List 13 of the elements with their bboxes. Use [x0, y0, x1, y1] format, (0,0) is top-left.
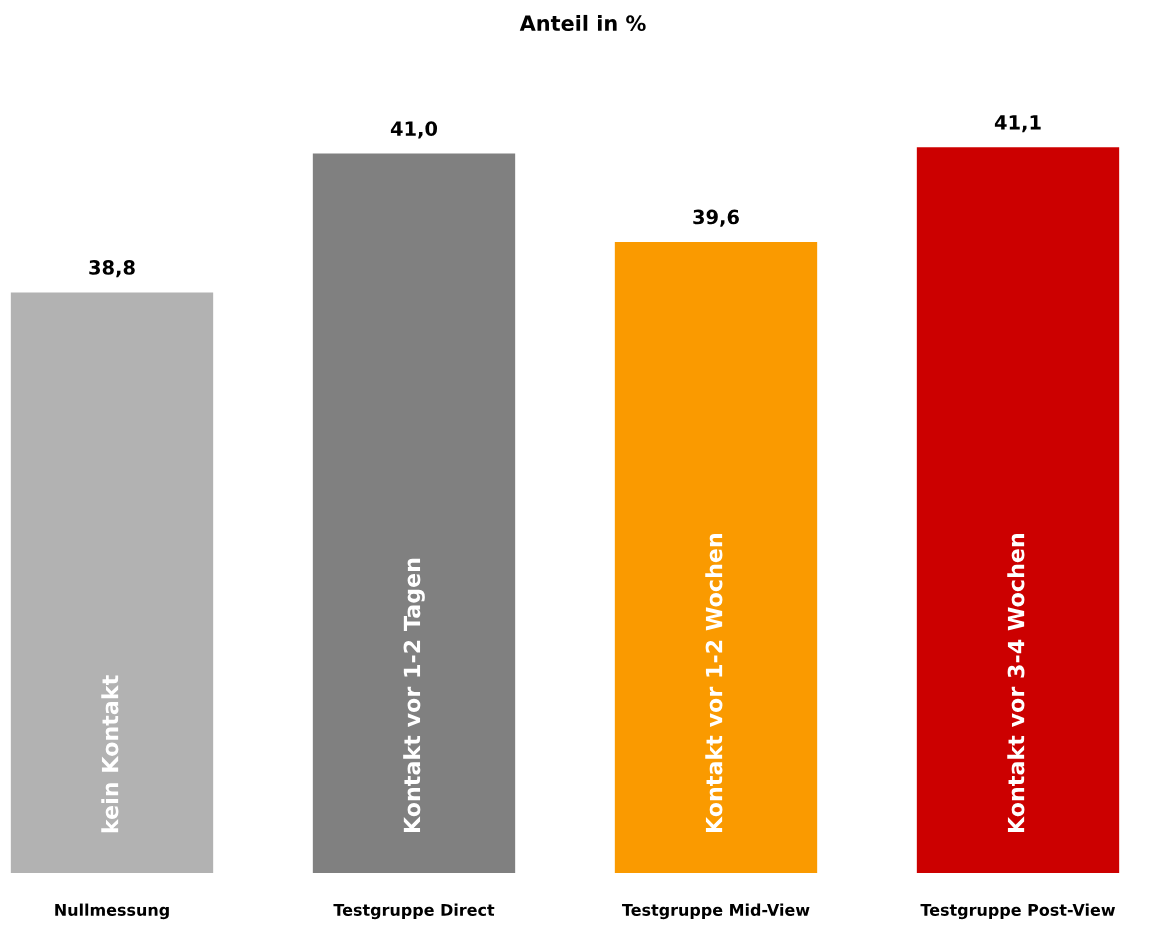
annotation: Kontakt vor 1-2 Wochen: [705, 533, 723, 833]
x-tick-label: Testgruppe Mid-View: [622, 903, 810, 920]
x-tick-label: Testgruppe Direct: [333, 903, 495, 920]
annotation: Kontakt vor 1-2 Tagen: [403, 558, 425, 833]
x-tick-label: Nullmessung: [55, 903, 169, 920]
annotation: Kontakt vor 3-4 Wochen: [1007, 533, 1025, 833]
annotation: kein Kontakt: [101, 675, 119, 833]
chart-title: Anteil in %: [519, 14, 646, 32]
data-label: 38,8: [89, 260, 135, 278]
data-label: 41,0: [390, 121, 438, 139]
data-label: 41,1: [994, 115, 1041, 133]
data-label: 39,6: [693, 209, 739, 227]
x-tick-label: Testgruppe Post-View: [920, 903, 1116, 920]
